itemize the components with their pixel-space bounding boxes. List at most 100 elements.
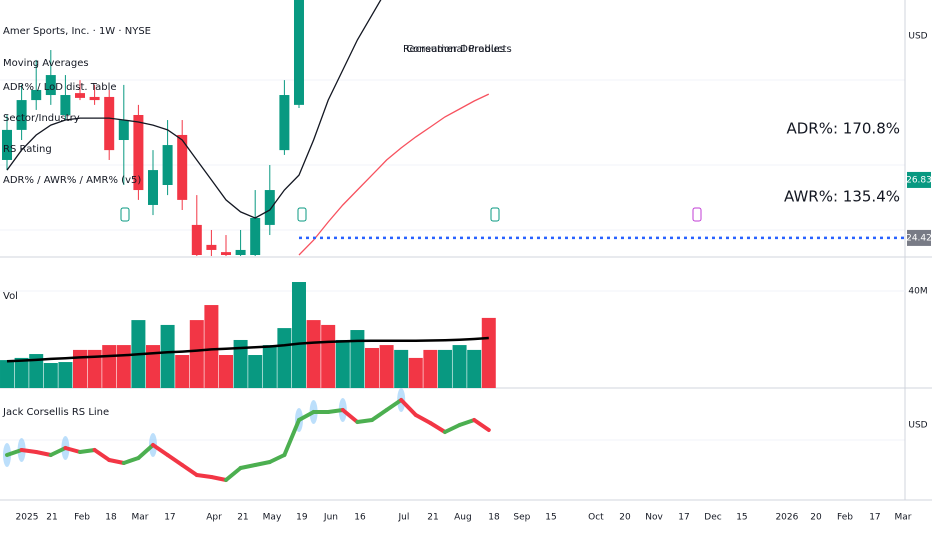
rs-line-segment bbox=[223, 466, 243, 482]
volume-bar bbox=[467, 349, 482, 388]
rs-line-segment bbox=[150, 443, 170, 457]
rs-line-segment bbox=[472, 418, 491, 432]
candle-body bbox=[16, 100, 27, 130]
volume-ma bbox=[6, 336, 489, 363]
candle-body bbox=[2, 129, 13, 160]
legend-item: Sector/Industry bbox=[3, 113, 80, 124]
legend-item: RS Rating bbox=[3, 144, 52, 155]
volume-bar bbox=[248, 355, 263, 388]
candle-body bbox=[177, 134, 188, 200]
x-tick-label: Nov bbox=[645, 513, 663, 523]
earnings-markers bbox=[120, 207, 702, 222]
x-tick-label: Jun bbox=[323, 513, 338, 523]
x-tick-label: 21 bbox=[427, 513, 438, 523]
candle-body bbox=[264, 190, 275, 225]
rs-line-segment bbox=[63, 446, 83, 454]
sector-label: Recreational Products bbox=[403, 44, 512, 55]
x-tick-label: 15 bbox=[545, 513, 556, 523]
rs-line-segment bbox=[34, 450, 53, 457]
rs-line-segment bbox=[296, 410, 316, 422]
volume-bar bbox=[73, 349, 88, 388]
volume-bar bbox=[233, 339, 248, 388]
rs-title: Jack Corsellis RS Line bbox=[2, 407, 109, 418]
candle-body bbox=[293, 0, 304, 105]
legend-item: ADR% / LoD dist. Table bbox=[3, 82, 117, 93]
x-tick-label: 2026 bbox=[775, 513, 798, 523]
rs-line-segment bbox=[136, 443, 155, 460]
rs-line-segment bbox=[340, 408, 360, 424]
currency-label: USD bbox=[908, 421, 927, 431]
volume-bar bbox=[204, 305, 219, 388]
rs-line-segment bbox=[253, 460, 272, 467]
volume-bar bbox=[145, 345, 160, 388]
rs-line-segment bbox=[78, 448, 97, 454]
volume-bar bbox=[321, 324, 336, 388]
volume-bar bbox=[43, 363, 58, 388]
legend-item: Amer Sports, Inc. · 1W · NYSE bbox=[3, 26, 151, 37]
rs-line-segment bbox=[121, 456, 141, 465]
currency-label: USD bbox=[908, 32, 927, 42]
volume-bar bbox=[262, 345, 277, 388]
earnings-marker bbox=[490, 207, 500, 222]
x-tick-label: 17 bbox=[678, 513, 689, 523]
x-tick-label: 21 bbox=[46, 513, 57, 523]
x-tick-label: Sep bbox=[513, 513, 530, 523]
volume-bar bbox=[14, 357, 29, 388]
legend: Amer Sports, Inc. · 1W · NYSE Moving Ave… bbox=[3, 26, 151, 186]
x-tick-label: 2025 bbox=[16, 513, 39, 523]
x-tick-label: 18 bbox=[488, 513, 500, 523]
volume-bar bbox=[364, 347, 379, 388]
y-tick-label: 40M bbox=[908, 286, 927, 296]
volume-bar bbox=[116, 345, 131, 388]
x-tick-label: 20 bbox=[810, 513, 822, 523]
x-tick-label: 19 bbox=[296, 513, 308, 523]
volume-bar bbox=[306, 320, 321, 388]
x-tick-label: Jul bbox=[398, 513, 410, 523]
candle-body bbox=[31, 89, 42, 101]
x-tick-label: Apr bbox=[206, 513, 222, 523]
rs-line-segment bbox=[282, 418, 301, 457]
rs-line-segment bbox=[165, 453, 185, 467]
candle-body bbox=[118, 120, 129, 141]
volume-bar bbox=[189, 320, 204, 388]
rs-line-segment bbox=[267, 453, 287, 464]
candle-body bbox=[235, 249, 246, 255]
price-pane bbox=[2, 0, 490, 256]
volume-bar bbox=[481, 317, 496, 388]
rs-line-segment bbox=[326, 408, 345, 414]
volume-bar bbox=[291, 282, 306, 388]
legend-item: ADR% / AWR% / AMR% (v5) bbox=[3, 175, 141, 186]
volume-bar bbox=[350, 330, 365, 388]
volume-bar bbox=[29, 354, 44, 388]
x-tick-label: Dec bbox=[704, 513, 721, 523]
rs-line-segment bbox=[5, 448, 24, 457]
volume-bar bbox=[437, 349, 452, 388]
rs-line-segment bbox=[209, 475, 228, 482]
candle-body bbox=[206, 244, 217, 250]
candle-body bbox=[250, 217, 261, 255]
x-tick-label: Feb bbox=[837, 513, 853, 523]
x-tick-label: May bbox=[263, 513, 282, 523]
candle-body bbox=[279, 95, 290, 151]
x-tick-label: 18 bbox=[105, 513, 117, 523]
awr-label: AWR%: 135.4% bbox=[784, 188, 900, 206]
rs-line-segment bbox=[457, 418, 477, 427]
rs-line-segment bbox=[384, 398, 404, 412]
legend-item: Moving Averages bbox=[3, 58, 89, 69]
x-tick-label: 17 bbox=[869, 513, 880, 523]
candle-body bbox=[45, 75, 56, 96]
x-tick-label: Oct bbox=[588, 513, 604, 523]
volume-title: Vol bbox=[3, 291, 18, 302]
rs-line-segment bbox=[355, 418, 374, 424]
x-tick-label: 20 bbox=[619, 513, 631, 523]
volume-bar bbox=[394, 349, 409, 388]
volume-bar bbox=[218, 355, 233, 388]
rs-line-segment bbox=[399, 398, 418, 417]
candle-body bbox=[220, 252, 231, 255]
candle-body bbox=[191, 224, 202, 255]
candle-body bbox=[133, 114, 144, 191]
price-tag-label: 26.83 bbox=[906, 175, 932, 185]
adr-label: ADR%: 170.8% bbox=[786, 120, 900, 138]
